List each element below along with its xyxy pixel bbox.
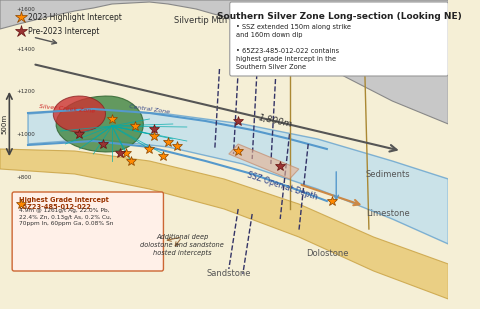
- Text: SSZ Open at Depth: SSZ Open at Depth: [246, 170, 318, 201]
- Text: +1400: +1400: [17, 46, 36, 52]
- Text: Sediments: Sediments: [365, 170, 410, 179]
- Text: 500m: 500m: [1, 114, 8, 134]
- Text: • SSZ extended 150m along strike
and 160m down dip

• 65Z23-485-012-022 contains: • SSZ extended 150m along strike and 160…: [236, 24, 351, 70]
- Text: Central Zone: Central Zone: [129, 104, 170, 114]
- Text: Silvertip Mtn: Silvertip Mtn: [174, 16, 228, 25]
- Text: +1600: +1600: [17, 6, 36, 11]
- Polygon shape: [229, 144, 299, 179]
- Text: Additional deep
dolostone and sandstone
hosted intercepts: Additional deep dolostone and sandstone …: [140, 234, 224, 256]
- Polygon shape: [53, 96, 106, 132]
- Text: 2023 Highlight Intercept: 2023 Highlight Intercept: [28, 12, 122, 22]
- Polygon shape: [0, 0, 448, 309]
- Polygon shape: [56, 96, 144, 152]
- FancyBboxPatch shape: [12, 192, 164, 271]
- Polygon shape: [28, 109, 448, 244]
- Text: Highest Grade Intercept
65Z23-485-012-022: Highest Grade Intercept 65Z23-485-012-02…: [19, 197, 108, 210]
- Text: +1200: +1200: [17, 88, 36, 94]
- Text: Sandstone: Sandstone: [206, 269, 251, 278]
- Polygon shape: [0, 0, 448, 124]
- Polygon shape: [0, 149, 448, 299]
- Text: 1,800m: 1,800m: [258, 113, 293, 129]
- Text: Dolostone: Dolostone: [306, 249, 348, 259]
- Text: Silver Creek Zone: Silver Creek Zone: [39, 104, 96, 114]
- Text: +600: +600: [17, 217, 32, 222]
- Text: Limestone: Limestone: [366, 210, 409, 218]
- Text: +800: +800: [17, 175, 32, 180]
- Text: Pre-2023 Intercept: Pre-2023 Intercept: [28, 27, 99, 36]
- Text: Southern Silver Zone Long-section (Looking NE): Southern Silver Zone Long-section (Looki…: [216, 12, 461, 21]
- Text: +400: +400: [17, 260, 32, 265]
- Text: +1000: +1000: [17, 132, 36, 137]
- FancyBboxPatch shape: [230, 2, 448, 76]
- Text: 4.9m @ 1261g/t Ag, 22.0% Pb,
22.4% Zn, 0.13g/t As, 0.2% Cu,
70ppm In, 60ppm Ga, : 4.9m @ 1261g/t Ag, 22.0% Pb, 22.4% Zn, 0…: [19, 208, 113, 226]
